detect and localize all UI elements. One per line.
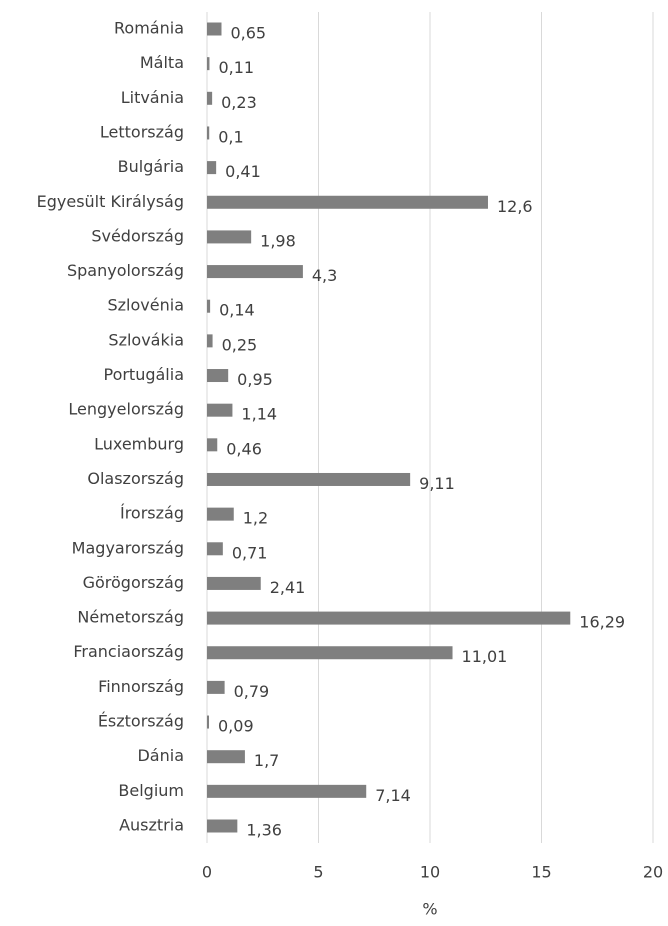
bar (207, 403, 233, 417)
y-tick-label: Finnország (98, 677, 184, 696)
y-tick-label: Spanyolország (67, 261, 184, 280)
bar (207, 576, 261, 590)
data-label: 0,71 (232, 543, 268, 562)
x-tick-label: 5 (313, 863, 323, 882)
data-label: 0,09 (218, 717, 254, 736)
bar (207, 195, 488, 209)
bar (207, 161, 217, 175)
data-label: 16,29 (579, 613, 625, 632)
y-tick-label: Bulgária (118, 157, 184, 176)
data-label: 0,95 (237, 370, 273, 389)
bar (207, 22, 222, 36)
data-label: 1,36 (246, 821, 282, 840)
data-label: 0,65 (230, 24, 266, 43)
y-tick-label: Lettország (100, 122, 184, 141)
x-tick-label: 20 (643, 863, 663, 882)
y-tick-label: Észtország (98, 712, 184, 731)
y-tick-label: Németország (77, 608, 184, 627)
x-tick-label: 0 (202, 863, 212, 882)
y-tick-label: Szlovénia (108, 296, 185, 315)
bar (207, 91, 213, 105)
x-axis-label: % (422, 900, 437, 919)
y-tick-label: Dánia (137, 746, 184, 765)
bar (207, 784, 367, 798)
bar (207, 230, 252, 244)
y-tick-label: Litvánia (121, 88, 184, 107)
y-tick-label: Görögország (83, 573, 184, 592)
data-label: 0,23 (221, 93, 257, 112)
data-label: 0,25 (222, 335, 258, 354)
data-label: 0,79 (234, 682, 270, 701)
bar (207, 57, 210, 71)
y-tick-label: Portugália (103, 365, 184, 384)
bar (207, 369, 229, 383)
bar (207, 126, 210, 140)
y-tick-label: Egyesült Királyság (37, 192, 184, 211)
data-label: 0,11 (218, 58, 254, 77)
bar (207, 472, 411, 486)
y-tick-label: Írország (120, 504, 184, 523)
data-label: 1,2 (243, 509, 268, 528)
bar (207, 542, 223, 556)
bar (207, 646, 453, 660)
x-tick-label: 10 (420, 863, 440, 882)
data-label: 0,1 (218, 127, 243, 146)
data-label: 1,14 (241, 405, 277, 424)
y-tick-label: Lengyelország (68, 400, 184, 419)
data-label: 1,98 (260, 231, 296, 250)
y-tick-label: Svédország (91, 226, 184, 245)
y-tick-label: Belgium (118, 781, 184, 800)
y-tick-label: Franciaország (73, 642, 184, 661)
x-tick-label: 15 (531, 863, 551, 882)
data-label: 4,3 (312, 266, 337, 285)
bar (207, 819, 238, 833)
y-tick-label: Ausztria (119, 816, 184, 835)
bar (207, 299, 211, 313)
y-tick-label: Magyarország (72, 538, 184, 557)
bar (207, 611, 571, 625)
data-label: 9,11 (419, 474, 455, 493)
data-label: 0,41 (225, 162, 261, 181)
y-tick-label: Románia (114, 19, 184, 38)
bar (207, 750, 245, 764)
data-label: 0,14 (219, 301, 255, 320)
data-label: 2,41 (270, 578, 306, 597)
bar (207, 438, 218, 452)
data-label: 0,46 (226, 439, 262, 458)
data-label: 12,6 (497, 197, 533, 216)
bar (207, 507, 234, 521)
data-label: 11,01 (462, 647, 508, 666)
y-tick-label: Luxemburg (94, 434, 184, 453)
y-tick-label: Olaszország (87, 469, 184, 488)
bar (207, 680, 225, 694)
y-tick-label: Szlovákia (108, 330, 184, 349)
bar (207, 265, 303, 279)
data-label: 1,7 (254, 751, 279, 770)
y-tick-label: Málta (140, 53, 184, 72)
bar (207, 715, 210, 729)
data-label: 7,14 (375, 786, 411, 805)
bar (207, 334, 213, 348)
